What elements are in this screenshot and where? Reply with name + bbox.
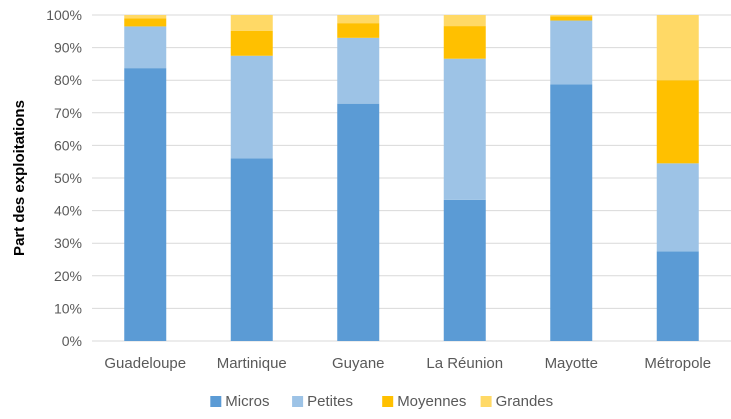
bar-segment-grandes (337, 15, 380, 24)
bar-segment-micros (230, 158, 273, 341)
y-axis-label: Part des exploitations (11, 100, 28, 256)
y-tick-label: 30% (54, 235, 82, 251)
bar-segment-grandes (550, 15, 593, 17)
bar-segment-moyennes (230, 30, 273, 56)
y-tick-label: 80% (54, 72, 82, 88)
bar-segment-moyennes (337, 23, 380, 38)
legend-label: Micros (225, 393, 269, 410)
bar-segment-petites (230, 55, 273, 159)
y-tick-label: 10% (54, 300, 82, 316)
legend: Micros Petites Moyennes Grandes (210, 393, 553, 410)
bar-segment-micros (443, 199, 486, 341)
x-category-label: Mayotte (545, 355, 598, 372)
y-tick-label: 70% (54, 105, 82, 121)
bar-segment-petites (443, 58, 486, 200)
legend-label: Moyennes (397, 393, 466, 410)
legend-swatch-moyennes (382, 396, 394, 407)
y-tick-label: 50% (54, 170, 82, 186)
bar-segment-petites (337, 37, 380, 104)
bar-segment-petites (550, 20, 593, 85)
x-category-label: Martinique (217, 355, 287, 372)
bar-segment-micros (124, 68, 167, 341)
legend-label: Grandes (496, 393, 554, 410)
bar-segment-petites (656, 163, 699, 252)
y-axis-tick-labels: 0% 10% 20% 30% 40% 50% 60% 70% 80% 90% 100% (46, 7, 82, 349)
x-category-label: La Réunion (426, 355, 503, 372)
bar-segment-moyennes (656, 80, 699, 164)
y-tick-label: 0% (62, 333, 82, 349)
y-tick-label: 100% (46, 7, 82, 23)
gridlines (92, 14, 731, 342)
legend-label: Petites (307, 393, 353, 410)
y-tick-label: 90% (54, 40, 82, 56)
bar-segment-grandes (656, 15, 699, 81)
bar-segment-moyennes (550, 16, 593, 21)
y-tick-label: 60% (54, 137, 82, 153)
x-category-label: Métropole (644, 355, 711, 372)
bar-segment-moyennes (443, 26, 486, 59)
bar-segment-grandes (230, 15, 273, 31)
bar-segment-grandes (443, 15, 486, 27)
bar-segment-petites (124, 26, 167, 69)
bar-segment-moyennes (124, 18, 167, 27)
x-category-label: Guadeloupe (104, 355, 186, 372)
bar-segment-micros (550, 84, 593, 342)
legend-swatch-petites (292, 396, 304, 407)
bar-segment-micros (337, 103, 380, 341)
legend-swatch-micros (210, 396, 222, 407)
bar-segment-grandes (124, 15, 167, 19)
x-axis-category-labels: Guadeloupe Martinique Guyane La Réunion Mayo… (104, 355, 711, 372)
bar-segment-micros (656, 251, 699, 341)
bars (124, 15, 699, 342)
x-category-label: Guyane (332, 355, 385, 372)
y-tick-label: 40% (54, 203, 82, 219)
y-tick-label: 20% (54, 268, 82, 284)
legend-swatch-grandes (480, 396, 492, 407)
